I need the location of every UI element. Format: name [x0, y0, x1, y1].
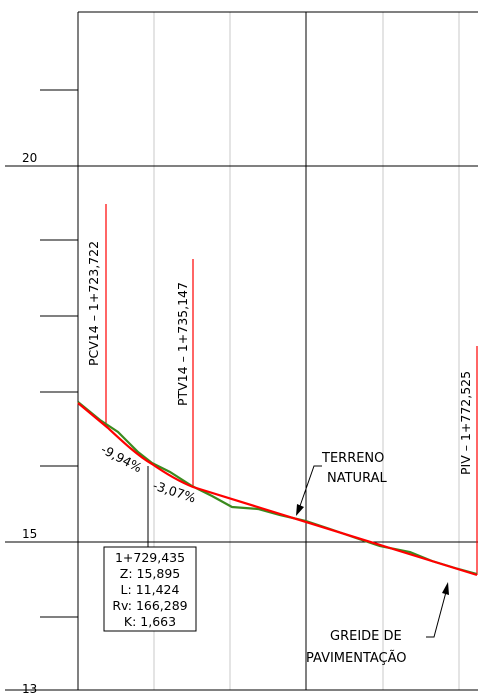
elevation-label-13: 13: [22, 682, 37, 696]
station-box-line: L: 11,424: [121, 582, 180, 597]
elevation-label-20: 20: [22, 151, 37, 165]
ptv-label: PTV14 – 1+735,147: [175, 282, 190, 406]
elevation-label-15: 15: [22, 527, 37, 541]
major-grid: [5, 11, 478, 691]
piv-label: PIV – 1+772,525: [458, 371, 473, 475]
station-box-text: 1+729,435 Z: 15,895 L: 11,424 Rv: 166,28…: [112, 550, 187, 629]
terreno-leader: [299, 465, 322, 507]
terreno-label: TERRENO: [321, 451, 384, 466]
pcv-label: PCV14 – 1+723,722: [86, 241, 101, 366]
station-box: [103, 546, 197, 632]
terrain-line: [77, 401, 478, 576]
terreno-arrowhead: [296, 504, 304, 516]
station-box-line: Z: 15,895: [120, 566, 181, 581]
station-box-line: Rv: 166,289: [112, 598, 187, 613]
station-box-line: K: 1,663: [124, 614, 176, 629]
terreno-label: NATURAL: [327, 471, 387, 486]
greide-leader: [426, 591, 447, 638]
grade-label-1: -9,94%: [99, 441, 145, 475]
axis-ticks: [40, 89, 78, 618]
greide-arrowhead: [442, 582, 449, 595]
grade-label-2: -3,07%: [151, 478, 198, 506]
station-markers: [105, 204, 478, 575]
station-box-line: 1+729,435: [115, 550, 185, 565]
greide-label: PAVIMENTAÇÃO: [306, 650, 407, 666]
greide-label: GREIDE DE: [330, 629, 402, 644]
grade-line: [77, 402, 478, 577]
